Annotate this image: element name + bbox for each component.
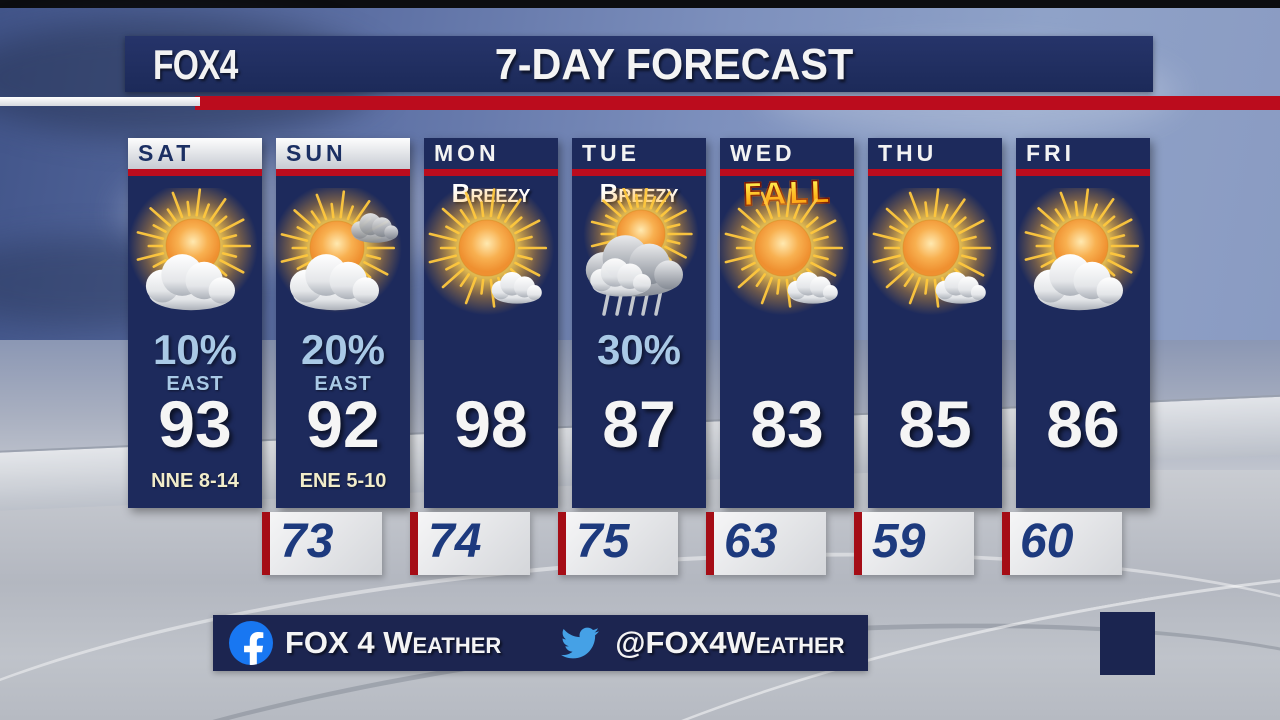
red-accent-stripe xyxy=(195,96,1280,110)
low-temp: 60 xyxy=(1020,515,1074,568)
forecast-day-column: TUE Breezy 30% 87 xyxy=(572,138,706,508)
day-header-red-stripe xyxy=(720,169,854,176)
facebook-icon xyxy=(229,621,273,665)
day-header-red-stripe xyxy=(128,169,262,176)
mostly-sunny-icon xyxy=(1013,181,1153,338)
forecast-day-column: WED FALL 83 xyxy=(715,138,857,508)
high-temp: 83 xyxy=(750,387,824,461)
day-body: 10% EAST 93 NNE 8-14 xyxy=(128,176,262,508)
page-title: 7-DAY FORECAST xyxy=(494,40,854,89)
day-name: SAT xyxy=(138,140,195,166)
day-name: MON xyxy=(434,140,500,166)
precip-chance: 10% xyxy=(152,326,238,373)
facebook-page-label: FOX 4 Weather xyxy=(285,625,502,660)
white-accent-stripe xyxy=(0,97,200,106)
wind-speed-label: ENE 5-10 xyxy=(299,470,387,492)
high-temp: 93 xyxy=(158,387,232,461)
high-temp: 98 xyxy=(454,387,528,461)
sunny-small-cloud-icon xyxy=(715,180,857,338)
twitter-icon xyxy=(557,624,603,662)
high-temp: 85 xyxy=(898,387,972,461)
wind-direction-label: EAST xyxy=(166,373,224,395)
forecast-day-column: FRI 86 xyxy=(1016,138,1150,508)
low-temp-box: 63 xyxy=(706,512,826,575)
day-body: 20% EAST 92 ENE 5-10 xyxy=(272,176,413,508)
forecast-day-column: SAT 10% EAST 93 NNE 8-14 xyxy=(128,138,262,508)
sunny-small-cloud-icon xyxy=(863,180,1005,338)
forecast-day-column: MON Breezy 98 xyxy=(419,138,561,508)
day-name-header: MON xyxy=(424,138,558,169)
day-name-header: TUE xyxy=(572,138,706,169)
precip-chance: 30% xyxy=(596,326,682,373)
low-temp-box: 75 xyxy=(558,512,678,575)
day-name-header: SUN xyxy=(276,138,410,169)
day-name: FRI xyxy=(1026,140,1076,166)
high-temp: 87 xyxy=(602,387,676,461)
low-temp: 75 xyxy=(576,515,630,568)
day-body: 86 xyxy=(1016,176,1150,508)
day-header-red-stripe xyxy=(572,169,706,176)
fox4-logo: FOX4 xyxy=(153,41,238,88)
day-header-red-stripe xyxy=(424,169,558,176)
high-temp: 86 xyxy=(1046,387,1120,461)
day-header-red-stripe xyxy=(276,169,410,176)
day-body: FALL 83 xyxy=(715,174,857,508)
scattered-showers-icon xyxy=(569,176,709,338)
day-name: THU xyxy=(878,140,938,166)
twitter-handle-label: @FOX4Weather xyxy=(615,625,845,660)
day-header-red-stripe xyxy=(868,169,1002,176)
high-temp: 92 xyxy=(306,387,380,461)
day-name-header: WED xyxy=(720,138,854,169)
low-temp: 74 xyxy=(428,515,482,568)
background-floor xyxy=(0,470,1280,720)
low-temp-box: 74 xyxy=(410,512,530,575)
low-temp-box: 73 xyxy=(262,512,382,575)
day-name-header: THU xyxy=(868,138,1002,169)
header-bar: FOX4 7-DAY FORECAST xyxy=(125,36,1153,92)
forecast-day-column: THU 85 xyxy=(863,138,1005,508)
low-temp-box: 60 xyxy=(1002,512,1122,575)
corner-navy-box xyxy=(1100,612,1155,675)
mostly-sunny-icon xyxy=(125,181,265,338)
precip-chance: 20% xyxy=(300,326,386,373)
day-body: Breezy 30% 87 xyxy=(572,176,706,508)
sunny-small-cloud-icon xyxy=(419,180,561,338)
day-body: Breezy 98 xyxy=(419,176,561,508)
day-name: SUN xyxy=(286,140,347,166)
day-name: WED xyxy=(730,140,796,166)
wind-speed-label: NNE 8-14 xyxy=(151,470,239,492)
day-name-header: FRI xyxy=(1016,138,1150,169)
low-temp: 63 xyxy=(724,515,778,568)
low-temp: 73 xyxy=(280,515,334,568)
social-footer-bar: FOX 4 Weather @FOX4Weather xyxy=(213,615,868,671)
day-name-header: SAT xyxy=(128,138,262,169)
day-name: TUE xyxy=(582,140,640,166)
forecast-day-column: SUN 20% EAST 92 ENE 5-10 xyxy=(272,138,413,508)
day-header-red-stripe xyxy=(1016,169,1150,176)
low-temp: 59 xyxy=(872,515,926,568)
partly-cloudy-icon xyxy=(272,183,413,338)
low-temp-box: 59 xyxy=(854,512,974,575)
wind-direction-label: EAST xyxy=(314,373,372,395)
day-body: 85 xyxy=(863,176,1005,508)
